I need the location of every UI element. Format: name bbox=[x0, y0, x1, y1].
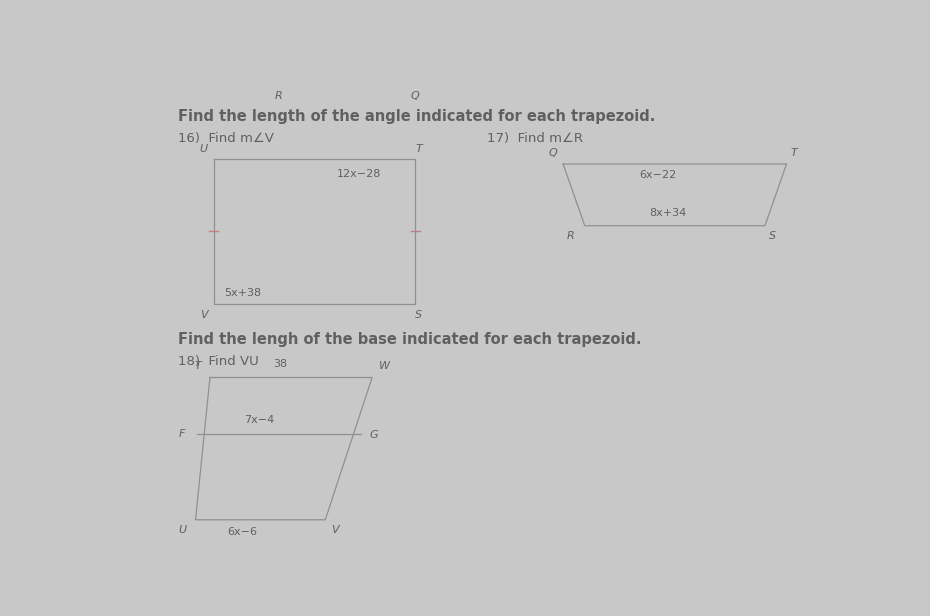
Text: S: S bbox=[769, 232, 777, 241]
Text: T: T bbox=[194, 362, 201, 371]
Text: 6x−6: 6x−6 bbox=[227, 527, 258, 537]
Text: R: R bbox=[567, 232, 575, 241]
Text: Q: Q bbox=[549, 148, 557, 158]
Text: 18)  Find VU: 18) Find VU bbox=[178, 355, 259, 368]
Text: F: F bbox=[179, 429, 185, 439]
Text: R: R bbox=[274, 91, 283, 100]
Text: S: S bbox=[416, 310, 422, 320]
Text: U: U bbox=[200, 144, 207, 153]
Text: 7x−4: 7x−4 bbox=[244, 415, 274, 425]
Text: 6x−22: 6x−22 bbox=[639, 170, 676, 180]
Text: U: U bbox=[179, 525, 187, 535]
Text: 12x−28: 12x−28 bbox=[337, 169, 381, 179]
Text: V: V bbox=[200, 310, 207, 320]
Text: 8x+34: 8x+34 bbox=[649, 208, 687, 217]
Text: 5x+38: 5x+38 bbox=[224, 288, 261, 298]
Text: V: V bbox=[331, 525, 339, 535]
Text: Q: Q bbox=[411, 91, 419, 100]
Text: T: T bbox=[790, 148, 798, 158]
Text: 38: 38 bbox=[273, 359, 287, 369]
Text: G: G bbox=[370, 431, 379, 440]
Text: W: W bbox=[379, 362, 391, 371]
Text: 16)  Find m∠V: 16) Find m∠V bbox=[178, 132, 273, 145]
Text: Find the lengh of the base indicated for each trapezoid.: Find the lengh of the base indicated for… bbox=[178, 333, 641, 347]
Text: Find the length of the angle indicated for each trapezoid.: Find the length of the angle indicated f… bbox=[178, 110, 655, 124]
Text: 17)  Find m∠R: 17) Find m∠R bbox=[487, 132, 583, 145]
Text: T: T bbox=[416, 144, 422, 153]
